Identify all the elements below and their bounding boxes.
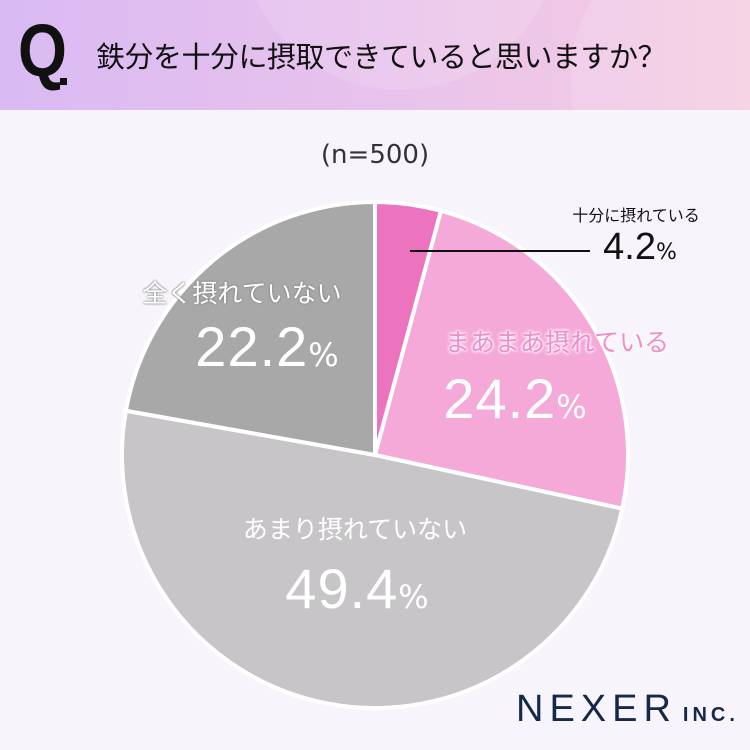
logo-name: NEXER <box>516 688 677 730</box>
label-slice-0: 十分に摂れている <box>572 206 700 225</box>
value-text: 22.2 <box>195 315 309 378</box>
q-dot <box>60 78 67 85</box>
logo-suffix: INC. <box>682 704 739 726</box>
value-text: 49.4 <box>285 557 399 620</box>
q-mark: Q <box>18 9 67 92</box>
question-header: Q 鉄分を十分に摂取できていると思いますか？ <box>0 0 750 110</box>
value-text: 24.2 <box>443 367 557 430</box>
pie-slice-2 <box>120 408 625 710</box>
pie-slice-1 <box>372 208 630 512</box>
pie-slice-3 <box>123 199 377 458</box>
sample-size: (n=500) <box>320 140 430 170</box>
value-slice-2: 49.4% <box>285 556 428 621</box>
decor-circle <box>570 0 750 110</box>
label-slice-3: 全く摂れていない <box>142 279 342 308</box>
value-text: 4.2 <box>603 226 656 268</box>
unit-text: % <box>398 578 429 616</box>
nexer-logo: NEXER INC. <box>516 688 739 731</box>
unit-text: % <box>556 388 587 426</box>
unit-text: % <box>308 336 339 374</box>
value-slice-0: 4.2% <box>603 226 677 269</box>
label-slice-2: あまり摂れていない <box>242 515 468 544</box>
unit-text: % <box>655 240 677 265</box>
question-title: 鉄分を十分に摂取できていると思いますか？ <box>96 40 667 74</box>
value-slice-1: 24.2% <box>443 366 586 431</box>
value-slice-3: 22.2% <box>195 314 338 379</box>
label-slice-1: まあまあ摂れている <box>444 328 670 357</box>
